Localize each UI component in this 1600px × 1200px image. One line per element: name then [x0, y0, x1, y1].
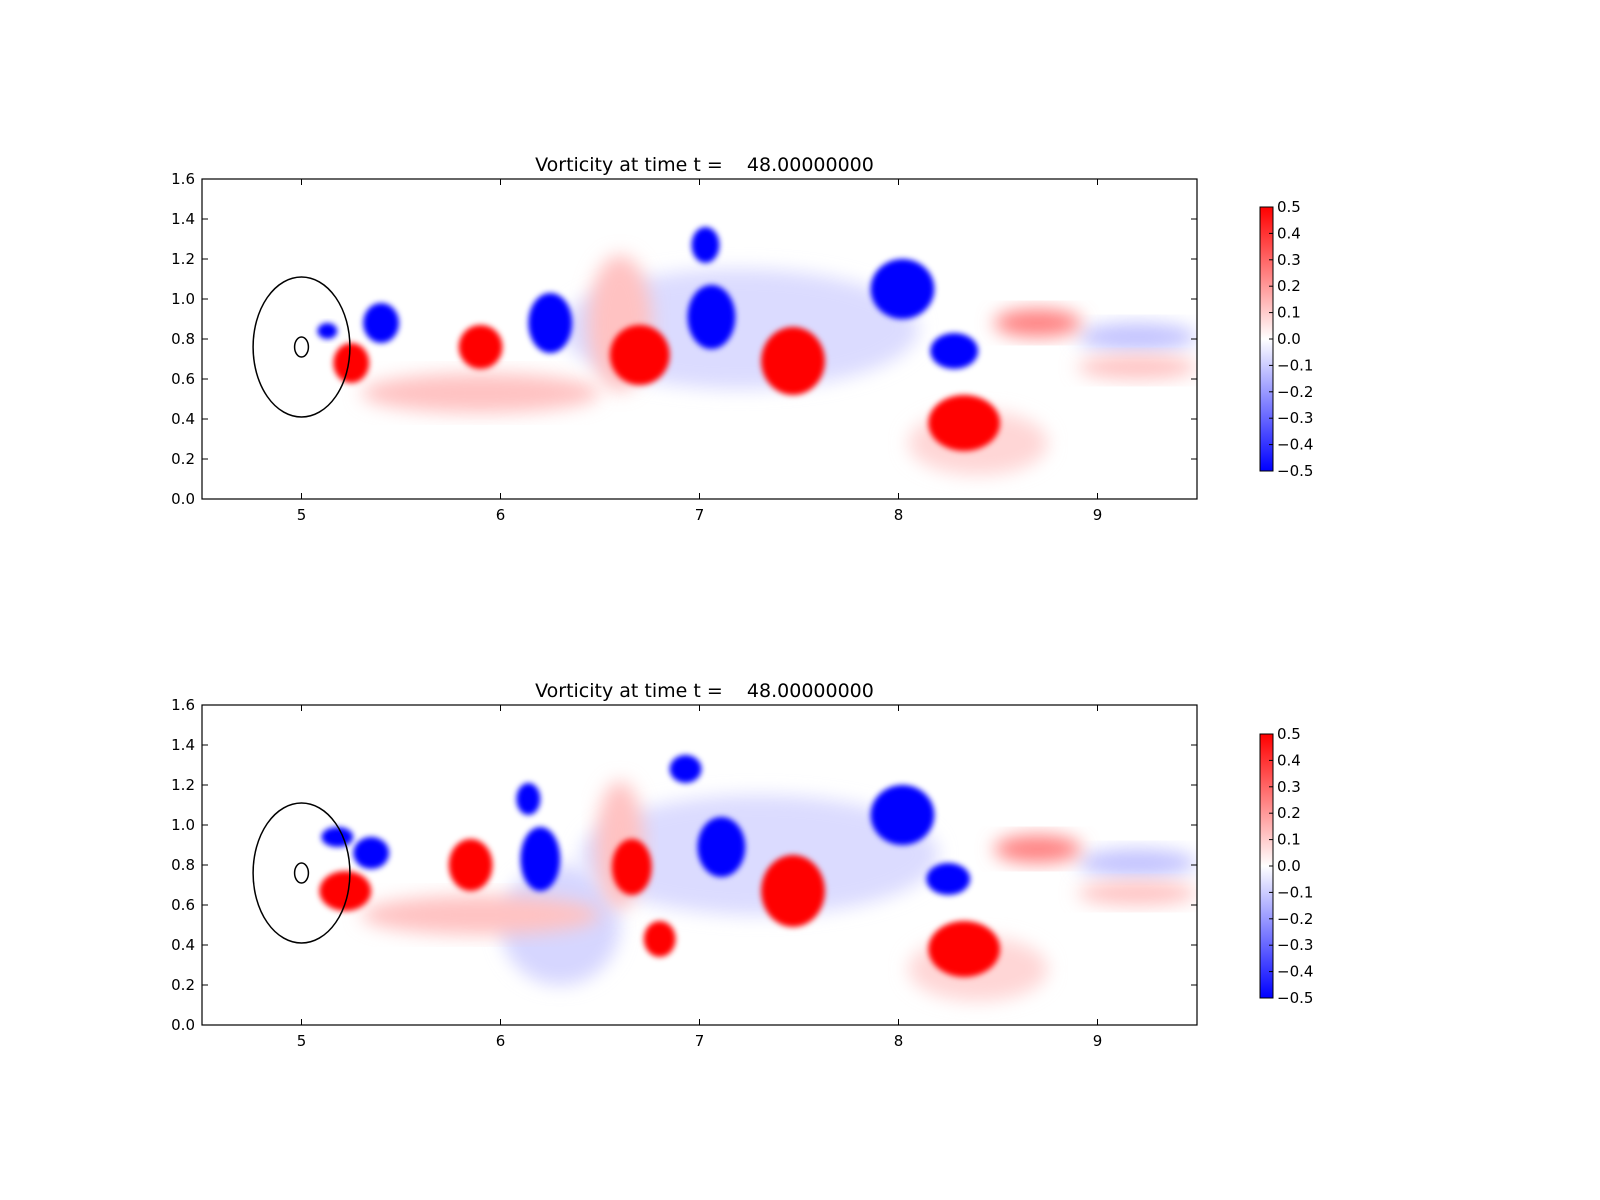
colorbar-tick-label: 0.5	[1277, 198, 1301, 216]
y-tick-label: 1.4	[171, 210, 195, 228]
y-tick-label: 0.6	[171, 896, 195, 914]
x-tick-label: 7	[695, 506, 705, 524]
colorbar-tick-label: −0.2	[1277, 910, 1313, 928]
colorbar-tick-label: −0.5	[1277, 989, 1313, 1007]
y-tick-label: 1.2	[171, 776, 195, 794]
vortex-10	[697, 817, 746, 877]
vortex-4	[458, 325, 503, 369]
colorbar-tick-label: 0.2	[1277, 277, 1301, 295]
vortex-15	[994, 835, 1082, 863]
y-tick-label: 1.6	[171, 170, 195, 188]
vortex-11	[930, 333, 979, 369]
vortex-14	[928, 921, 1000, 977]
vortex-16	[361, 373, 600, 413]
colorbar-tick-label: 0.1	[1277, 304, 1301, 322]
colorbar-tick-label: −0.4	[1277, 963, 1313, 981]
colorbar-tick-label: −0.3	[1277, 936, 1313, 954]
vortex-18	[361, 895, 600, 935]
colorbar: 0.5 0.4 0.3 0.2 0.1 0.0 −0.1 −0.2 −0.3 −0.4 −0.5	[1259, 198, 1313, 480]
x-tick-label: 8	[894, 1032, 904, 1050]
y-tick-label: 0.4	[171, 410, 195, 428]
vortex-8	[643, 921, 676, 957]
vortex-11	[761, 855, 825, 927]
vortex-14	[1077, 323, 1197, 351]
vortex-8	[687, 285, 736, 349]
vortex-9	[669, 755, 702, 783]
x-tick-label: 8	[894, 506, 904, 524]
x-tick-label: 5	[297, 1032, 307, 1050]
vortex-13	[926, 863, 971, 895]
x-tick-label: 6	[496, 506, 506, 524]
vortex-6	[520, 827, 561, 891]
x-tick-label: 9	[1093, 1032, 1103, 1050]
y-tick-label: 1.6	[171, 696, 195, 714]
colorbar: 0.5 0.4 0.3 0.2 0.1 0.0 −0.1 −0.2 −0.3 −0.4 −0.5	[1259, 725, 1313, 1007]
vortex-10	[870, 259, 935, 319]
vortex-17	[1077, 881, 1197, 905]
y-tick-label: 0.4	[171, 936, 195, 954]
vorticity-panel-2: Vorticity at time t = 48.00000000 5 6 7 8 9 0.…	[171, 680, 1313, 1050]
vortex-2	[321, 827, 354, 847]
vortex-12	[870, 785, 935, 845]
y-tick-label: 0.8	[171, 330, 195, 348]
vortex-7	[611, 839, 652, 895]
outer-circle	[252, 802, 351, 944]
colorbar-tick-label: 0.0	[1277, 330, 1301, 348]
colorbar-tick-label: −0.1	[1277, 883, 1313, 901]
x-tick-label: 6	[496, 1032, 506, 1050]
vortex-4	[448, 839, 493, 891]
colorbar-tick-label: 0.4	[1277, 224, 1301, 242]
vortex-15	[1077, 355, 1197, 379]
y-tick-label: 0.6	[171, 370, 195, 388]
y-tick-label: 0.2	[171, 450, 195, 468]
chart-title: Vorticity at time t = 48.00000000	[535, 680, 874, 702]
colorbar-tick-label: 0.4	[1277, 751, 1301, 769]
vortex-9	[761, 327, 825, 395]
vortex-12	[928, 395, 1000, 451]
chart-title: Vorticity at time t = 48.00000000	[535, 154, 874, 176]
vortex-3	[319, 871, 372, 911]
colorbar-tick-label: −0.4	[1277, 436, 1313, 454]
vortex-13	[994, 309, 1082, 337]
y-tick-label: 0.8	[171, 856, 195, 874]
colorbar-tick-label: 0.1	[1277, 831, 1301, 849]
x-tick-label: 7	[695, 1032, 705, 1050]
colorbar-tick-label: 0.2	[1277, 804, 1301, 822]
vorticity-field	[252, 227, 1197, 475]
inner-circle	[293, 862, 310, 884]
colorbar-tick-label: −0.2	[1277, 383, 1313, 401]
vorticity-panel-1: Vorticity at time t = 48.00000000 5 6 7 8 9 0.…	[171, 154, 1313, 524]
vorticity-field	[252, 755, 1197, 1001]
vortex-21	[580, 795, 939, 915]
vortex-1	[363, 303, 400, 343]
colorbar-tick-label: 0.5	[1277, 725, 1301, 743]
colorbar-tick-label: −0.1	[1277, 356, 1313, 374]
vortex-7	[691, 227, 720, 263]
outer-circle	[252, 276, 351, 418]
x-tick-label: 9	[1093, 506, 1103, 524]
y-tick-label: 1.0	[171, 290, 195, 308]
colorbar-tick-label: −0.3	[1277, 409, 1313, 427]
vortex-5	[528, 293, 573, 353]
colorbar-tick-label: 0.0	[1277, 857, 1301, 875]
y-tick-label: 0.0	[171, 490, 195, 508]
vortex-5	[516, 783, 541, 815]
y-tick-label: 1.0	[171, 816, 195, 834]
x-tick-label: 5	[297, 506, 307, 524]
vortex-2	[317, 323, 338, 339]
vortex-1	[353, 837, 390, 869]
vortex-16	[1077, 849, 1197, 877]
inner-circle	[293, 336, 310, 358]
vortex-6	[609, 325, 670, 385]
y-tick-label: 0.2	[171, 976, 195, 994]
colorbar-tick-label: −0.5	[1277, 462, 1313, 480]
vortex-3	[333, 343, 370, 383]
colorbar-tick-label: 0.3	[1277, 251, 1301, 269]
colorbar-tick-label: 0.3	[1277, 778, 1301, 796]
y-tick-label: 0.0	[171, 1016, 195, 1034]
y-tick-label: 1.2	[171, 250, 195, 268]
y-tick-label: 1.4	[171, 736, 195, 754]
